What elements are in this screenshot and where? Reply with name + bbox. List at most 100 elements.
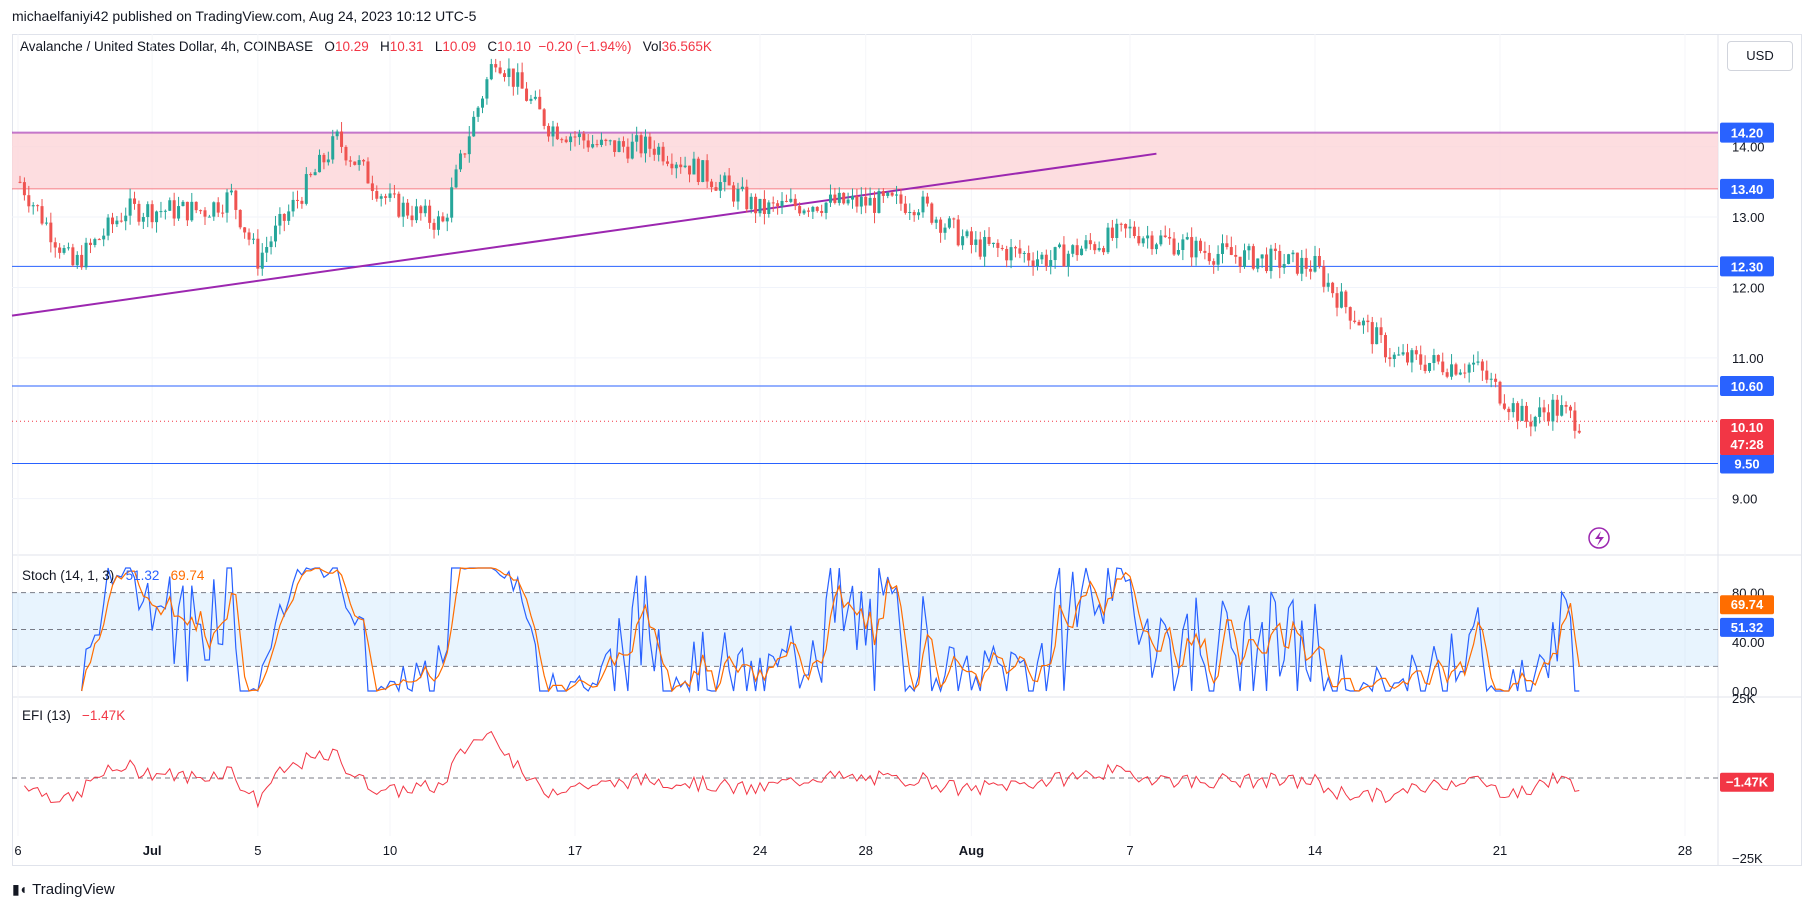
candle-body [1445, 372, 1449, 377]
candle-body [450, 187, 454, 218]
currency-button[interactable]: USD [1727, 41, 1793, 71]
candle-body [414, 206, 418, 221]
candle-body [1154, 244, 1158, 250]
candle-body [855, 195, 859, 207]
candle-body [71, 247, 75, 266]
candle-body [467, 136, 471, 155]
candle-body [758, 198, 762, 214]
candle-body [1467, 364, 1471, 373]
efi-title: EFI (13) [22, 708, 71, 723]
candle-body [652, 148, 656, 155]
candle-body [445, 217, 449, 222]
efi-value-tag [1720, 772, 1774, 792]
candle-body [564, 139, 568, 143]
candle-body [498, 67, 502, 74]
stoch-d-value: 69.74 [170, 568, 205, 583]
candle-body [432, 222, 436, 230]
candle-body [190, 201, 194, 221]
candle-body [749, 196, 753, 210]
candle-body [251, 238, 255, 240]
candle-body [1044, 254, 1048, 267]
candle-body [392, 193, 396, 195]
candle-body [1053, 247, 1057, 261]
candle-body [503, 73, 507, 78]
candle-body [419, 206, 423, 214]
candle-body [511, 68, 515, 87]
candle-body [340, 131, 344, 147]
main-legend: Avalanche / United States Dollar, 4h, CO… [20, 39, 712, 54]
candle-body [1353, 320, 1357, 322]
close-value: 10.10 [497, 39, 531, 54]
candle-body [947, 218, 951, 228]
candle-body [27, 195, 31, 207]
candle-body [181, 201, 185, 207]
candle-body [1516, 403, 1520, 421]
candle-body [608, 140, 612, 142]
candle-body [1577, 430, 1581, 433]
candle-body [1119, 223, 1123, 225]
candle-body [1370, 322, 1374, 345]
level-tag-label: 13.40 [1731, 182, 1764, 197]
candle-body [670, 163, 674, 169]
symbol-name: Avalanche / United States Dollar, 4h, CO… [20, 39, 314, 54]
candle-body [401, 202, 405, 217]
candle-body [930, 203, 934, 223]
candle-body [1428, 362, 1432, 371]
candle-body [203, 210, 207, 217]
candle-body [1005, 248, 1009, 261]
candle-body [776, 203, 780, 207]
candle-body [1388, 357, 1392, 360]
candle-body [754, 196, 758, 214]
candle-body [710, 181, 714, 188]
candle-body [1494, 378, 1498, 382]
candle-body [1282, 264, 1286, 268]
candle-body [1463, 372, 1467, 374]
candle-body [961, 236, 965, 246]
candle-body [969, 231, 973, 245]
candle-body [155, 211, 159, 223]
candle-body [1176, 249, 1180, 255]
candle-body [723, 175, 727, 183]
candle-body [1375, 327, 1379, 345]
candle-body [410, 215, 414, 221]
candle-body [1124, 224, 1128, 229]
candle-body [978, 239, 982, 257]
candle-body [996, 242, 1000, 248]
candle-body [1102, 248, 1106, 253]
candle-body [965, 231, 969, 237]
candle-body [864, 196, 868, 206]
time-tick-label: 6 [14, 843, 21, 858]
candle-body [1555, 399, 1559, 416]
time-tick-label: 28 [1678, 843, 1692, 858]
candle-body [1502, 403, 1506, 409]
candle-body [163, 210, 167, 212]
stoch-value-tag-label: 51.32 [1731, 620, 1764, 635]
stoch-d-line [81, 567, 1580, 693]
stoch-k-line [81, 567, 1580, 694]
candle-body [159, 211, 163, 213]
candle-body [1529, 421, 1533, 427]
candle-body [1018, 248, 1022, 254]
level-tag [1720, 376, 1774, 397]
candle-body [1203, 250, 1207, 253]
candle-body [917, 212, 921, 216]
resistance-zone [12, 132, 1718, 189]
candle-body [1097, 248, 1101, 251]
lightning-icon-bolt [1595, 531, 1604, 546]
price-tick-label: 12.00 [1732, 280, 1765, 295]
candle-body [718, 182, 722, 191]
candle-body [40, 206, 44, 224]
candle-body [1309, 268, 1313, 272]
candle-body [18, 181, 22, 183]
candle-body [560, 139, 564, 141]
candle-body [366, 161, 370, 184]
candle-body [1115, 223, 1119, 238]
candle-body [1317, 255, 1321, 267]
candle-body [177, 206, 181, 219]
efi-legend: EFI (13) −1.47K [22, 708, 125, 723]
candle-body [868, 197, 872, 206]
candle-body [1406, 352, 1409, 363]
candle-body [1366, 320, 1370, 323]
candle-body [1414, 350, 1418, 355]
